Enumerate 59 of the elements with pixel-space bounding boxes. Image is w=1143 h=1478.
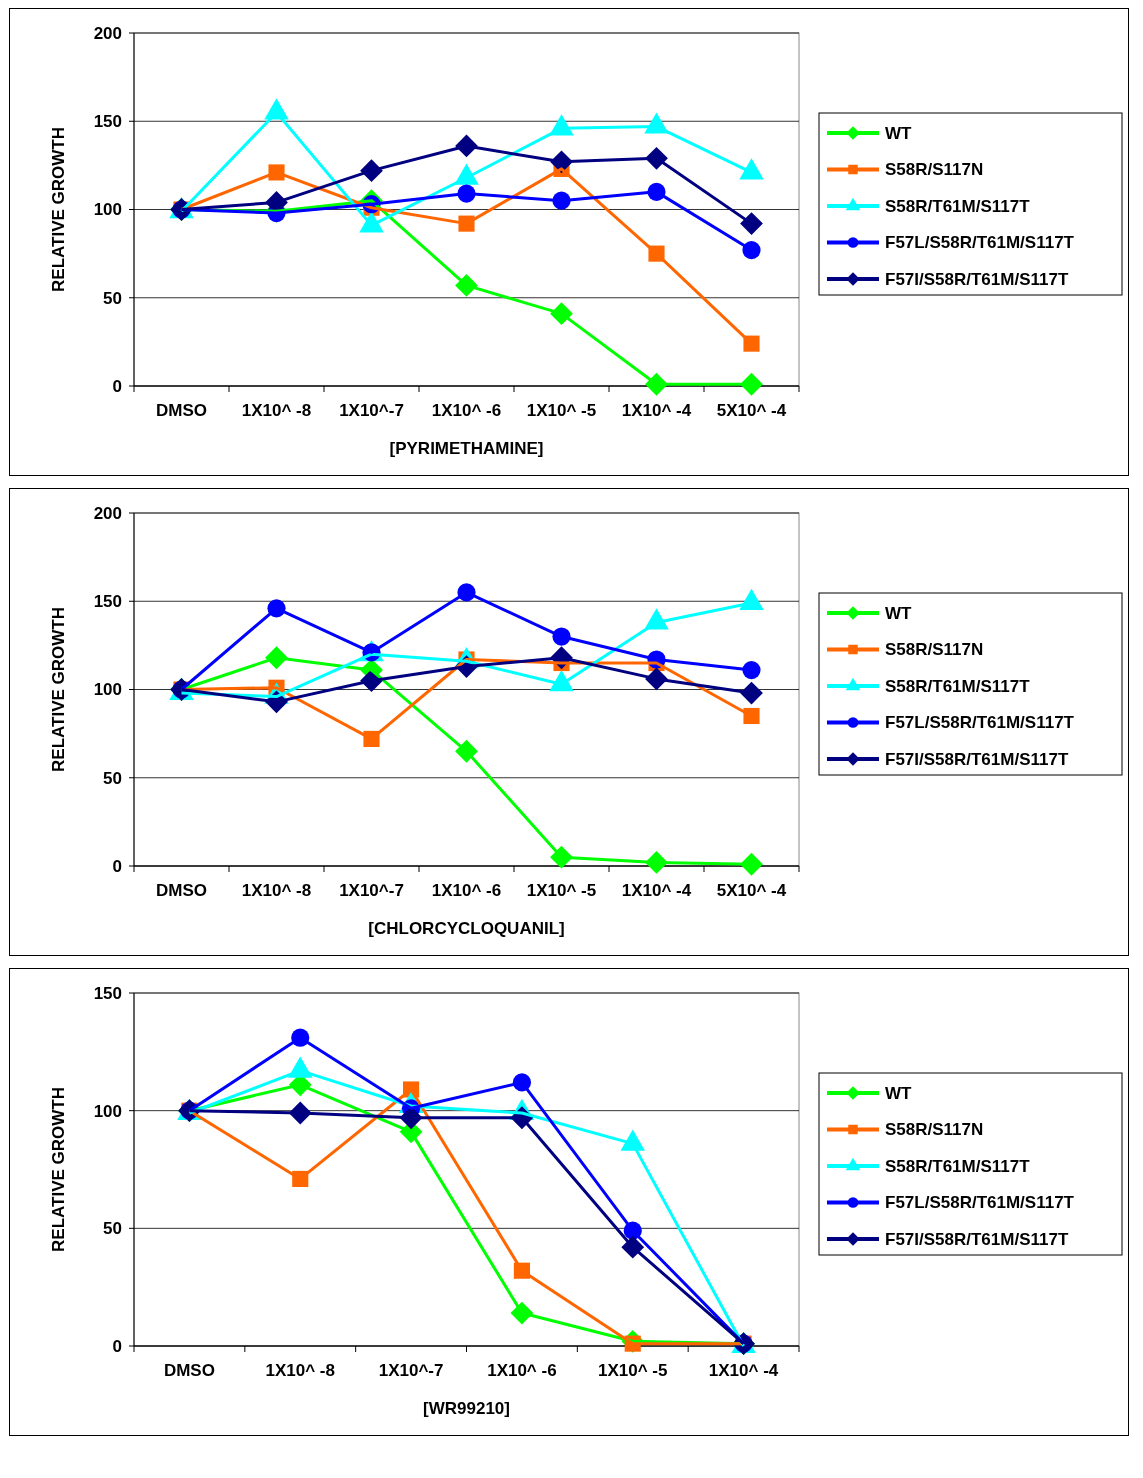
x-tick-label: 1X10^ -8 xyxy=(265,1361,335,1380)
x-tick-label: 1X10^ -4 xyxy=(621,401,692,420)
y-tick-label: 0 xyxy=(112,856,122,876)
y-tick-label: 50 xyxy=(103,288,122,308)
legend-label: WT xyxy=(885,603,913,623)
x-tick-label: 5X10^ -4 xyxy=(716,401,787,420)
y-tick-label: 50 xyxy=(103,1219,122,1239)
legend-label: F57L/S58R/T61M/S117T xyxy=(885,233,1075,253)
y-axis-title: RELATIVE GROWTH xyxy=(49,1087,68,1252)
y-axis-title: RELATIVE GROWTH xyxy=(49,127,68,292)
point xyxy=(740,212,763,236)
x-tick-label: 1X10^ -8 xyxy=(241,881,312,900)
y-tick-label: 50 xyxy=(103,768,122,788)
point xyxy=(743,707,760,725)
legend-label: F57I/S58R/T61M/S117T xyxy=(885,269,1069,289)
x-tick-label: DMSO xyxy=(163,1361,215,1380)
x-tick-label: 1X10^-7 xyxy=(339,881,404,900)
x-tick-label: 1X10^ -6 xyxy=(431,401,502,420)
legend-label: WT xyxy=(885,123,913,143)
x-axis-title: [CHLORCYCLOQUANIL] xyxy=(368,919,565,938)
x-tick-label: 1X10^-7 xyxy=(378,1361,444,1380)
legend-label: S58R/S117N xyxy=(885,160,984,180)
legend-label: S58R/T61M/S117T xyxy=(885,676,1031,696)
legend-label: WT xyxy=(885,1083,913,1103)
x-tick-label: 1X10^ -8 xyxy=(241,401,312,420)
x-tick-label: 1X10^ -4 xyxy=(621,881,692,900)
y-tick-label: 150 xyxy=(93,983,122,1003)
legend-label: S58R/S117N xyxy=(885,640,984,660)
y-tick-label: 100 xyxy=(93,200,122,220)
x-tick-label: 1X10^-7 xyxy=(339,401,404,420)
x-axis-title: [PYRIMETHAMINE] xyxy=(389,439,544,458)
x-tick-label: 1X10^ -5 xyxy=(526,881,597,900)
y-tick-label: 200 xyxy=(93,503,122,523)
y-axis-title: RELATIVE GROWTH xyxy=(49,607,68,772)
point xyxy=(740,852,763,876)
x-axis-title: [WR99210] xyxy=(423,1399,510,1418)
legend-label: F57I/S58R/T61M/S117T xyxy=(885,749,1069,769)
x-tick-label: 1X10^ -4 xyxy=(708,1361,779,1380)
x-tick-label: DMSO xyxy=(156,401,207,420)
x-tick-label: 5X10^ -4 xyxy=(716,881,787,900)
x-tick-label: 1X10^ -5 xyxy=(598,1361,668,1380)
legend-label: S58R/T61M/S117T xyxy=(885,196,1031,216)
y-tick-label: 0 xyxy=(112,1336,122,1356)
x-tick-label: 1X10^ -6 xyxy=(487,1361,557,1380)
legend-label: F57L/S58R/T61M/S117T xyxy=(885,1193,1075,1213)
y-tick-label: 0 xyxy=(112,376,122,396)
legend-label: F57L/S58R/T61M/S117T xyxy=(885,713,1075,733)
y-tick-label: 100 xyxy=(93,680,122,700)
x-tick-label: DMSO xyxy=(156,881,207,900)
legend-label: S58R/T61M/S117T xyxy=(885,1156,1031,1176)
y-tick-label: 150 xyxy=(93,112,122,132)
x-tick-label: 1X10^ -5 xyxy=(526,401,597,420)
legend-label: S58R/S117N xyxy=(885,1120,984,1140)
y-tick-label: 100 xyxy=(93,1101,122,1121)
y-tick-label: 200 xyxy=(93,23,122,43)
x-tick-label: 1X10^ -6 xyxy=(431,881,502,900)
point xyxy=(743,335,760,352)
y-tick-label: 150 xyxy=(93,592,122,612)
legend-label: F57I/S58R/T61M/S117T xyxy=(885,1229,1069,1249)
